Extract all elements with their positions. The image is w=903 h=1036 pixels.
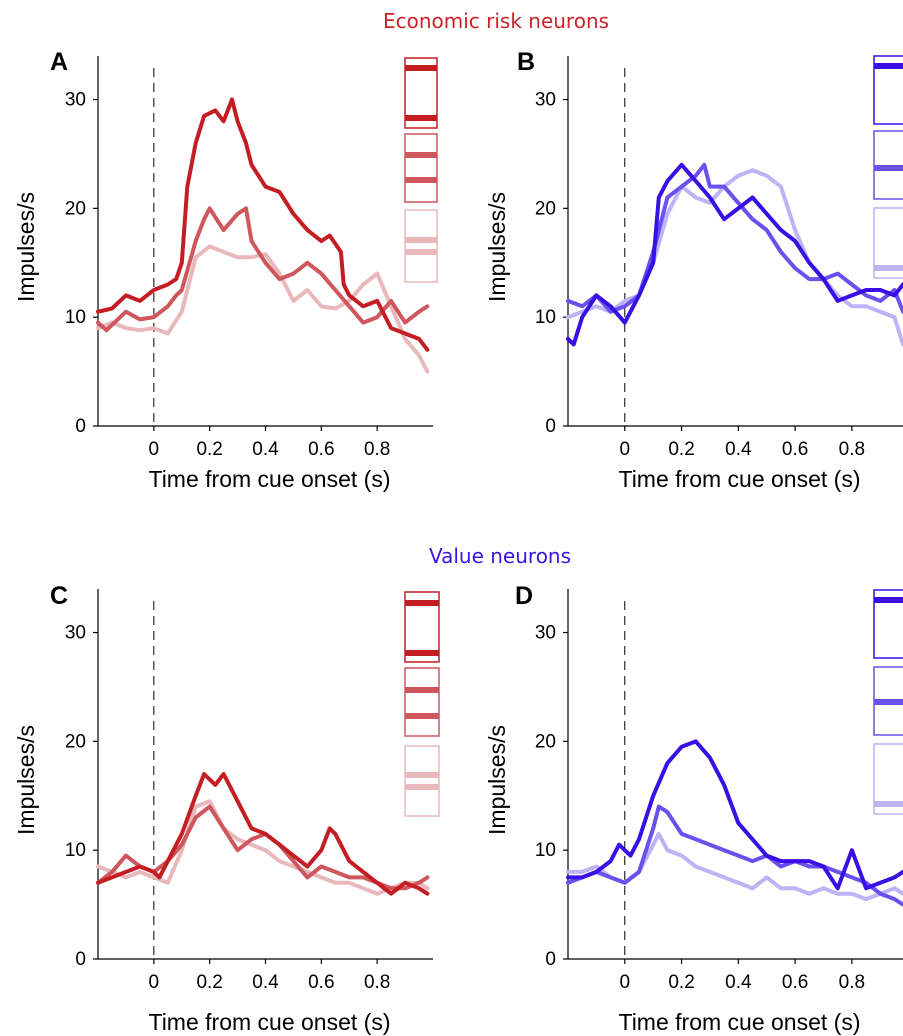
x-tick-label: 0.6 xyxy=(782,972,808,993)
x-tick-label: 0 xyxy=(149,972,160,993)
y-tick-label: 10 xyxy=(65,840,86,861)
x-axis-label: Time from cue onset (s) xyxy=(619,466,861,492)
y-tick-label: 0 xyxy=(75,416,86,437)
legend-box-group xyxy=(404,591,440,817)
series-line xyxy=(566,804,903,907)
panel-letter-d: D xyxy=(515,582,533,610)
y-tick-label: 10 xyxy=(535,307,556,328)
series-line xyxy=(566,162,903,347)
x-tick-label: 0.8 xyxy=(839,972,865,993)
series-line xyxy=(566,739,903,891)
x-tick-label: 0.6 xyxy=(782,439,808,460)
series-line xyxy=(96,97,430,352)
x-tick-label: 0.4 xyxy=(252,972,279,993)
panel-d: D 0 10 20 30 0 0.2 0.4 0.6 0.8 Time from cue onse… xyxy=(484,582,903,1035)
legend-box-group xyxy=(873,55,903,279)
panel-letter-a: A xyxy=(50,48,68,76)
legend-box-group xyxy=(873,589,903,815)
x-tick-label: 0 xyxy=(149,439,160,460)
legend-box xyxy=(404,745,440,817)
economic-risk-neurons-title: Economic risk neurons xyxy=(383,9,609,33)
panel-letter-b: B xyxy=(517,48,535,76)
y-tick-label: 20 xyxy=(65,198,86,219)
panel-letter-c: C xyxy=(50,582,68,610)
x-tick-label: 0.2 xyxy=(196,972,222,993)
legend-box xyxy=(404,209,438,283)
series-line xyxy=(96,772,430,896)
x-tick-label: 0.2 xyxy=(196,439,222,460)
legend-box xyxy=(873,589,903,659)
panel-a: A 0 10 20 30 0 0.2 0.4 0.6 0.8 Time from cue onse… xyxy=(13,48,438,492)
y-tick-label: 10 xyxy=(65,307,86,328)
x-tick-label: 0.2 xyxy=(668,439,694,460)
x-axis-label: Time from cue onset (s) xyxy=(149,1009,391,1035)
x-tick-label: 0.8 xyxy=(839,439,865,460)
legend-box xyxy=(873,55,903,125)
x-tick-label: 0.6 xyxy=(308,972,334,993)
panel-c: C 0 10 20 30 0 0.2 0.4 0.6 0.8 Time from cue onse… xyxy=(13,582,440,1035)
series-line xyxy=(96,206,430,333)
x-tick-label: 0.8 xyxy=(364,439,390,460)
legend-box xyxy=(873,207,903,279)
y-tick-label: 30 xyxy=(65,90,86,111)
legend-box xyxy=(404,667,440,737)
y-tick-label: 30 xyxy=(535,623,556,644)
y-tick-label: 30 xyxy=(535,90,556,111)
y-axis-label: Impulses/s xyxy=(13,725,39,835)
series-line xyxy=(96,799,430,896)
y-tick-label: 0 xyxy=(545,416,556,437)
legend-box-group xyxy=(404,57,438,283)
x-tick-label: 0 xyxy=(619,972,630,993)
y-axis-label: Impulses/s xyxy=(484,192,510,302)
y-tick-label: 20 xyxy=(65,731,86,752)
y-tick-label: 20 xyxy=(535,198,556,219)
y-tick-label: 30 xyxy=(65,623,86,644)
panel-b: B 0 10 20 30 0 0.2 0.4 0.6 0.8 Time from cue onse… xyxy=(484,48,903,492)
y-tick-label: 0 xyxy=(75,949,86,970)
series-line xyxy=(96,244,430,374)
y-tick-label: 20 xyxy=(535,731,556,752)
x-tick-label: 0.6 xyxy=(308,439,334,460)
legend-box xyxy=(404,57,438,129)
y-tick-label: 0 xyxy=(545,949,556,970)
series-line xyxy=(566,168,903,347)
x-tick-label: 0.4 xyxy=(252,439,279,460)
legend-box xyxy=(404,133,438,203)
x-tick-label: 0.2 xyxy=(668,972,694,993)
x-tick-label: 0.8 xyxy=(364,972,390,993)
series-line xyxy=(566,162,903,314)
x-axis-label: Time from cue onset (s) xyxy=(149,466,391,492)
x-axis-label: Time from cue onset (s) xyxy=(619,1009,861,1035)
value-neurons-title: Value neurons xyxy=(429,544,571,568)
x-tick-label: 0 xyxy=(619,439,630,460)
y-axis-label: Impulses/s xyxy=(13,192,39,302)
y-axis-label: Impulses/s xyxy=(484,725,510,835)
legend-box xyxy=(873,743,903,815)
x-tick-label: 0.4 xyxy=(725,439,752,460)
legend-box xyxy=(404,591,440,663)
x-tick-label: 0.4 xyxy=(725,972,752,993)
y-tick-label: 10 xyxy=(535,840,556,861)
